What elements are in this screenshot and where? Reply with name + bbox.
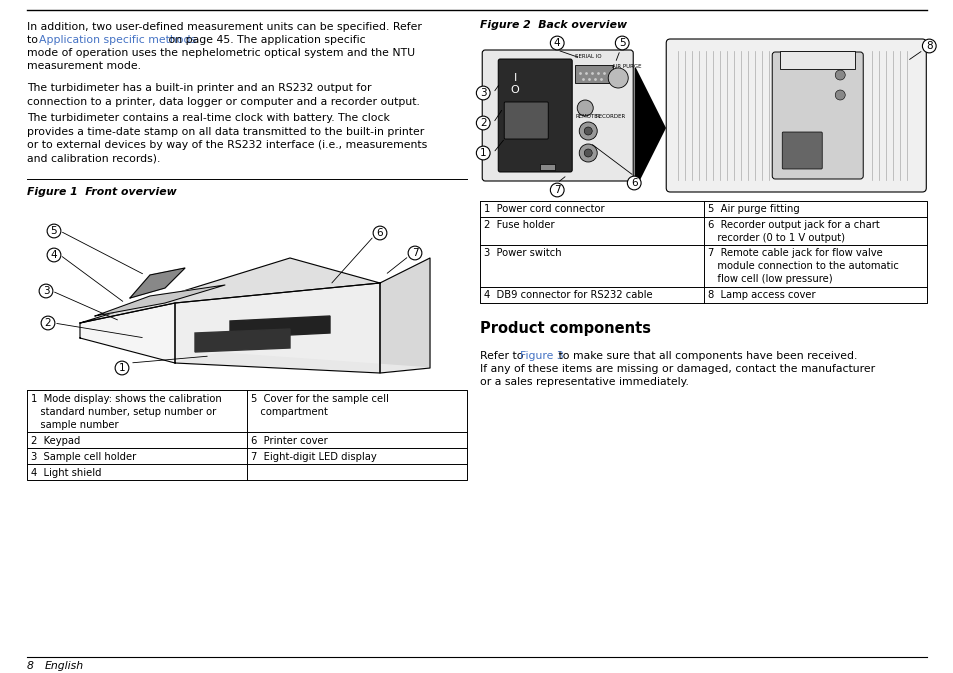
- Text: 8: 8: [27, 661, 33, 671]
- Text: 3: 3: [479, 88, 486, 98]
- Text: 5  Air purge fitting: 5 Air purge fitting: [707, 204, 799, 214]
- Text: Figure 1  Front overview: Figure 1 Front overview: [27, 187, 176, 197]
- Text: The turbidimeter contains a real-time clock with battery. The clock
provides a t: The turbidimeter contains a real-time cl…: [27, 113, 427, 164]
- Text: to: to: [27, 35, 41, 45]
- Text: Figure 2  Back overview: Figure 2 Back overview: [479, 20, 626, 30]
- FancyBboxPatch shape: [665, 39, 925, 192]
- Text: 4  Light shield: 4 Light shield: [30, 468, 101, 478]
- Circle shape: [608, 68, 628, 88]
- Text: 2  Keypad: 2 Keypad: [30, 436, 80, 446]
- Text: RECORDER: RECORDER: [595, 114, 625, 119]
- Text: to make sure that all components have been received.: to make sure that all components have be…: [555, 351, 857, 361]
- Text: 7: 7: [554, 185, 560, 195]
- Polygon shape: [80, 258, 379, 323]
- Polygon shape: [194, 329, 290, 352]
- FancyBboxPatch shape: [504, 102, 548, 139]
- Text: 1: 1: [118, 363, 125, 373]
- Text: O: O: [510, 85, 519, 95]
- Text: 4: 4: [554, 38, 560, 48]
- FancyBboxPatch shape: [771, 52, 862, 179]
- Polygon shape: [174, 283, 379, 373]
- Polygon shape: [174, 353, 430, 373]
- Text: measurement mode.: measurement mode.: [27, 61, 140, 71]
- Text: Figure 3: Figure 3: [519, 351, 563, 361]
- Text: 8: 8: [925, 41, 932, 51]
- Text: 4  DB9 connector for RS232 cable: 4 DB9 connector for RS232 cable: [484, 290, 652, 300]
- Circle shape: [835, 70, 844, 80]
- Circle shape: [577, 100, 593, 116]
- Text: 6: 6: [630, 178, 637, 188]
- Text: 2: 2: [45, 318, 51, 328]
- Text: The turbidimeter has a built-in printer and an RS232 output for
connection to a : The turbidimeter has a built-in printer …: [27, 83, 419, 106]
- Circle shape: [835, 90, 844, 100]
- Text: AIR PURGE: AIR PURGE: [612, 64, 641, 69]
- Text: 8  Lamp access cover: 8 Lamp access cover: [707, 290, 815, 300]
- Text: Application specific methods: Application specific methods: [39, 35, 195, 45]
- FancyBboxPatch shape: [781, 132, 821, 169]
- Text: 1  Mode display: shows the calibration
   standard number, setup number or
   sa: 1 Mode display: shows the calibration st…: [30, 394, 221, 430]
- Bar: [575, 65, 613, 83]
- Text: Product components: Product components: [479, 321, 651, 336]
- Text: 3  Power switch: 3 Power switch: [484, 248, 561, 258]
- Bar: [780, 51, 854, 69]
- Text: 5: 5: [618, 38, 625, 48]
- Text: 5  Cover for the sample cell
   compartment: 5 Cover for the sample cell compartment: [251, 394, 389, 417]
- Text: 4: 4: [51, 250, 57, 260]
- Polygon shape: [379, 258, 430, 373]
- Text: 5: 5: [51, 226, 57, 236]
- Text: on page 45. The application specific: on page 45. The application specific: [165, 35, 365, 45]
- Text: In addition, two user-defined measurement units can be specified. Refer: In addition, two user-defined measuremen…: [27, 22, 421, 32]
- Polygon shape: [95, 285, 225, 316]
- Text: 1: 1: [479, 148, 486, 158]
- FancyBboxPatch shape: [497, 59, 572, 172]
- Text: mode of operation uses the nephelometric optical system and the NTU: mode of operation uses the nephelometric…: [27, 48, 415, 58]
- Polygon shape: [230, 316, 330, 338]
- Polygon shape: [130, 268, 185, 298]
- Text: 7  Remote cable jack for flow valve
   module connection to the automatic
   flo: 7 Remote cable jack for flow valve modul…: [707, 248, 898, 284]
- Text: 2: 2: [479, 118, 486, 128]
- Text: 3: 3: [43, 286, 50, 296]
- Text: English: English: [45, 661, 84, 671]
- Text: or a sales representative immediately.: or a sales representative immediately.: [479, 377, 688, 387]
- Text: I: I: [513, 73, 517, 83]
- Text: SERIAL IO: SERIAL IO: [575, 54, 601, 59]
- FancyBboxPatch shape: [481, 50, 633, 181]
- Text: If any of these items are missing or damaged, contact the manufacturer: If any of these items are missing or dam…: [479, 364, 875, 374]
- Text: 6: 6: [376, 228, 383, 238]
- Polygon shape: [80, 303, 174, 363]
- Text: REMOTE: REMOTE: [575, 114, 598, 119]
- Circle shape: [583, 127, 592, 135]
- Circle shape: [578, 122, 597, 140]
- Circle shape: [578, 144, 597, 162]
- Text: 7: 7: [412, 248, 417, 258]
- Text: 7  Eight-digit LED display: 7 Eight-digit LED display: [251, 452, 376, 462]
- Bar: [539, 164, 555, 170]
- Text: 1  Power cord connector: 1 Power cord connector: [484, 204, 604, 214]
- Text: Refer to: Refer to: [479, 351, 527, 361]
- Text: 6  Printer cover: 6 Printer cover: [251, 436, 328, 446]
- Text: 3  Sample cell holder: 3 Sample cell holder: [30, 452, 136, 462]
- Text: 6  Recorder output jack for a chart
   recorder (0 to 1 V output): 6 Recorder output jack for a chart recor…: [707, 220, 879, 243]
- Circle shape: [583, 149, 592, 157]
- Text: 2  Fuse holder: 2 Fuse holder: [484, 220, 555, 230]
- Polygon shape: [635, 68, 664, 188]
